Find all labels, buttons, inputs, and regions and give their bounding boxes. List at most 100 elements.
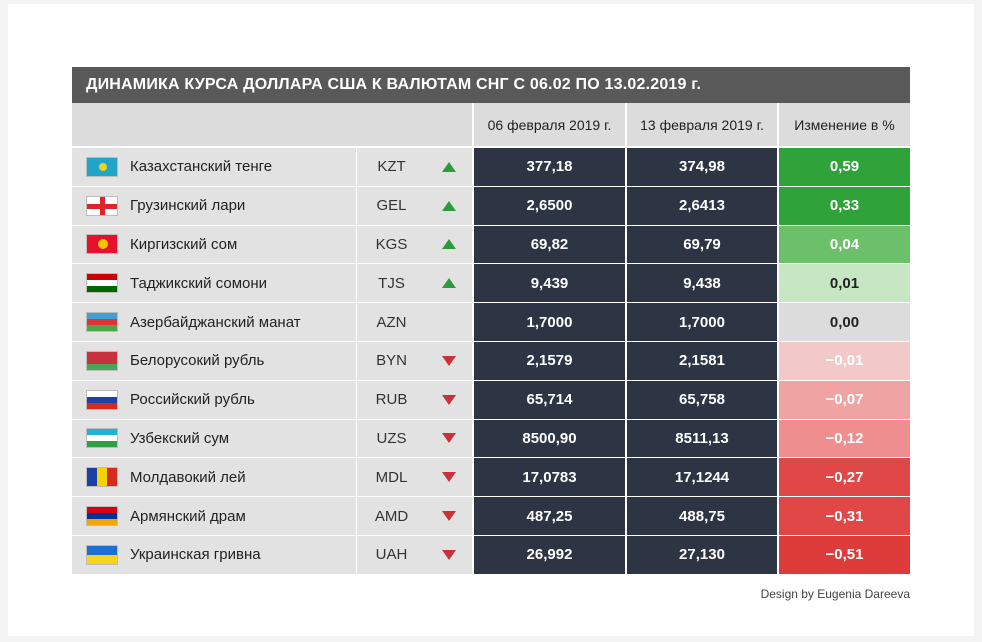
trend-cell — [426, 380, 472, 419]
arrow-up-icon — [442, 161, 456, 172]
rate-date2: 2,6413 — [625, 186, 777, 225]
table-row: Таджикский сомони TJS 9,439 9,438 0,01 — [72, 264, 910, 304]
rate-date2: 1,7000 — [625, 303, 777, 341]
currency-code: KGS — [356, 225, 426, 264]
rate-date2: 65,758 — [625, 380, 777, 419]
trend-cell — [426, 458, 472, 497]
rate-date1: 69,82 — [472, 225, 625, 264]
rate-date2: 69,79 — [625, 225, 777, 264]
rate-date2: 27,130 — [625, 535, 777, 574]
currency-name: Белорусокий рубль — [130, 352, 265, 370]
change-percent: −0,51 — [777, 535, 910, 574]
currency-name: Украинская гривна — [130, 546, 261, 564]
currency-name-cell: Киргизский сом — [72, 225, 356, 264]
rate-date1: 9,439 — [472, 264, 625, 303]
change-percent: 0,33 — [777, 186, 910, 225]
rate-date1: 2,1579 — [472, 341, 625, 380]
header-change: Изменение в % — [777, 103, 910, 146]
header-row: 06 февраля 2019 г. 13 февраля 2019 г. Из… — [72, 103, 910, 148]
arrow-down-icon — [442, 511, 456, 522]
trend-cell — [426, 148, 472, 186]
arrow-down-icon — [442, 355, 456, 366]
currency-name: Российский рубль — [130, 391, 255, 409]
currency-name: Армянский драм — [130, 507, 246, 525]
flag-ru-icon — [86, 389, 118, 410]
currency-name-cell: Молдавокий лей — [72, 458, 356, 497]
currency-code: BYN — [356, 341, 426, 380]
rate-date1: 8500,90 — [472, 419, 625, 458]
currency-name: Казахстанский тенге — [130, 158, 273, 176]
trend-cell — [426, 264, 472, 303]
currency-name: Азербайджанский манат — [130, 313, 301, 331]
currency-name-cell: Грузинский лари — [72, 186, 356, 225]
currency-name: Молдавокий лей — [130, 468, 246, 486]
currency-code: TJS — [356, 264, 426, 303]
currency-name: Грузинский лари — [130, 197, 246, 215]
rate-date1: 487,25 — [472, 497, 625, 535]
change-percent: 0,59 — [777, 148, 910, 186]
rate-date1: 17,0783 — [472, 458, 625, 497]
table-body: Казахстанский тенге KZT 377,18 374,98 0,59 Гр… — [72, 148, 910, 575]
table-row: Узбекский сум UZS 8500,90 8511,13 −0,12 — [72, 419, 910, 459]
trend-cell — [426, 341, 472, 380]
flag-kz-icon — [86, 156, 118, 177]
table-row: Грузинский лари GEL 2,6500 2,6413 0,33 — [72, 186, 910, 226]
flag-az-icon — [86, 312, 118, 333]
change-percent: 0,00 — [777, 303, 910, 341]
arrow-down-icon — [442, 549, 456, 560]
flag-tj-icon — [86, 273, 118, 294]
change-percent: −0,27 — [777, 458, 910, 497]
trend-cell — [426, 186, 472, 225]
rate-date2: 17,1244 — [625, 458, 777, 497]
rate-date2: 2,1581 — [625, 341, 777, 380]
trend-cell — [426, 497, 472, 535]
arrow-up-icon — [442, 278, 456, 289]
header-spacer — [72, 103, 472, 146]
table-row: Украинская гривна UAH 26,992 27,130 −0,51 — [72, 535, 910, 575]
change-percent: −0,31 — [777, 497, 910, 535]
flag-uz-icon — [86, 428, 118, 449]
flag-ge-icon — [86, 195, 118, 216]
currency-name: Таджикский сомони — [130, 274, 268, 292]
currency-name-cell: Российский рубль — [72, 380, 356, 419]
currency-code: AMD — [356, 497, 426, 535]
arrow-down-icon — [442, 472, 456, 483]
change-percent: −0,12 — [777, 419, 910, 458]
currency-name: Киргизский сом — [130, 235, 238, 253]
currency-code: UAH — [356, 535, 426, 574]
flag-by-icon — [86, 350, 118, 371]
currency-name-cell: Казахстанский тенге — [72, 148, 356, 186]
rate-date2: 488,75 — [625, 497, 777, 535]
credit-text: Design by Eugenia Dareeva — [760, 587, 910, 601]
currency-name-cell: Армянский драм — [72, 497, 356, 535]
table-row: Азербайджанский манат AZN 1,7000 1,7000 0,00 — [72, 303, 910, 342]
currency-name-cell: Белорусокий рубль — [72, 341, 356, 380]
flag-kg-icon — [86, 234, 118, 255]
rate-date1: 377,18 — [472, 148, 625, 186]
rate-date1: 2,6500 — [472, 186, 625, 225]
table-row: Молдавокий лей MDL 17,0783 17,1244 −0,27 — [72, 458, 910, 498]
currency-code: AZN — [356, 303, 426, 341]
change-percent: −0,01 — [777, 341, 910, 380]
rate-date1: 65,714 — [472, 380, 625, 419]
table-row: Белорусокий рубль BYN 2,1579 2,1581 −0,01 — [72, 341, 910, 381]
arrow-up-icon — [442, 200, 456, 211]
table-row: Российский рубль RUB 65,714 65,758 −0,07 — [72, 380, 910, 420]
rate-date1: 26,992 — [472, 535, 625, 574]
trend-cell — [426, 303, 472, 341]
flag-md-icon — [86, 467, 118, 488]
currency-name-cell: Азербайджанский манат — [72, 303, 356, 341]
table-row: Киргизский сом KGS 69,82 69,79 0,04 — [72, 225, 910, 265]
trend-cell — [426, 419, 472, 458]
arrow-down-icon — [442, 433, 456, 444]
header-date2: 13 февраля 2019 г. — [625, 103, 777, 146]
currency-code: UZS — [356, 419, 426, 458]
currency-code: KZT — [356, 148, 426, 186]
flag-am-icon — [86, 506, 118, 527]
rate-date2: 9,438 — [625, 264, 777, 303]
currency-name-cell: Таджикский сомони — [72, 264, 356, 303]
rate-date1: 1,7000 — [472, 303, 625, 341]
rate-date2: 8511,13 — [625, 419, 777, 458]
currency-name: Узбекский сум — [130, 429, 230, 447]
currency-name-cell: Украинская гривна — [72, 535, 356, 574]
